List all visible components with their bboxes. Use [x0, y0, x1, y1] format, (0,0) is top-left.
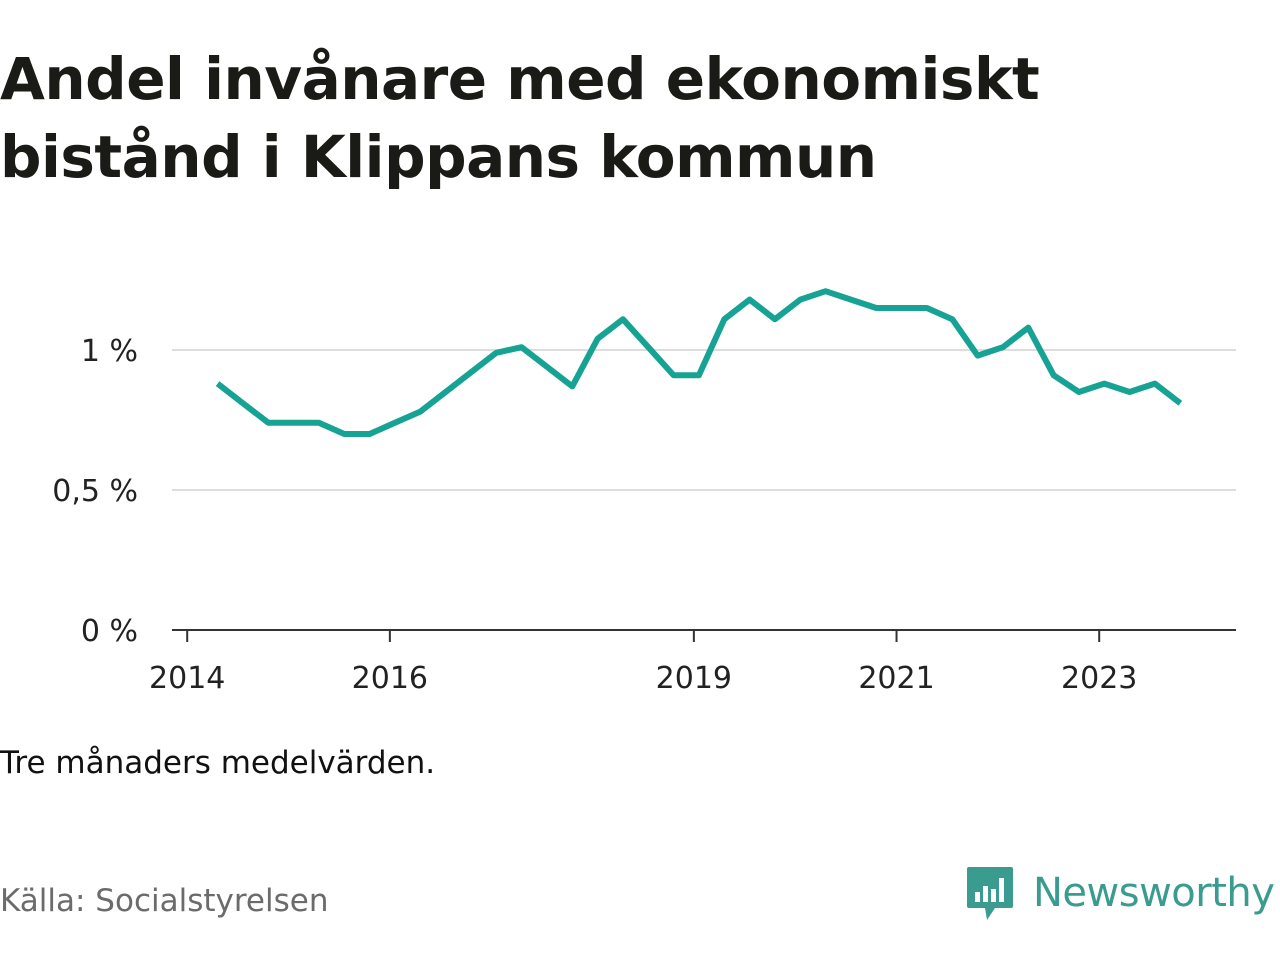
- y-tick-label: 0,5 %: [52, 474, 138, 509]
- chart-title: Andel invånare med ekonomiskt bistånd i …: [0, 45, 1040, 191]
- axes: 0 % 0,5 % 1 % 2014 2016 2019 2021 2023: [52, 334, 1236, 696]
- brand-logo: Newsworthy: [965, 864, 1275, 922]
- brand-name: Newsworthy: [1033, 870, 1275, 916]
- source-label: Källa: Socialstyrelsen: [0, 883, 329, 919]
- x-tick-label: 2021: [858, 661, 934, 696]
- y-tick-label: 1 %: [81, 334, 138, 369]
- series-line: [215, 288, 1183, 437]
- x-tick-label: 2019: [656, 661, 732, 696]
- grid-lines: [172, 349, 1236, 491]
- series-layer: [215, 288, 1183, 437]
- chart-note: Tre månaders medelvärden.: [0, 745, 436, 781]
- y-tick-label: 0 %: [81, 614, 138, 649]
- x-tick-label: 2023: [1061, 661, 1137, 696]
- line-chart: 0 % 0,5 % 1 % 2014 2016 2019 2021 2023: [52, 288, 1236, 696]
- newsworthy-logo-icon: [967, 867, 1013, 920]
- x-tick-label: 2014: [149, 661, 225, 696]
- x-tick-label: 2016: [352, 661, 428, 696]
